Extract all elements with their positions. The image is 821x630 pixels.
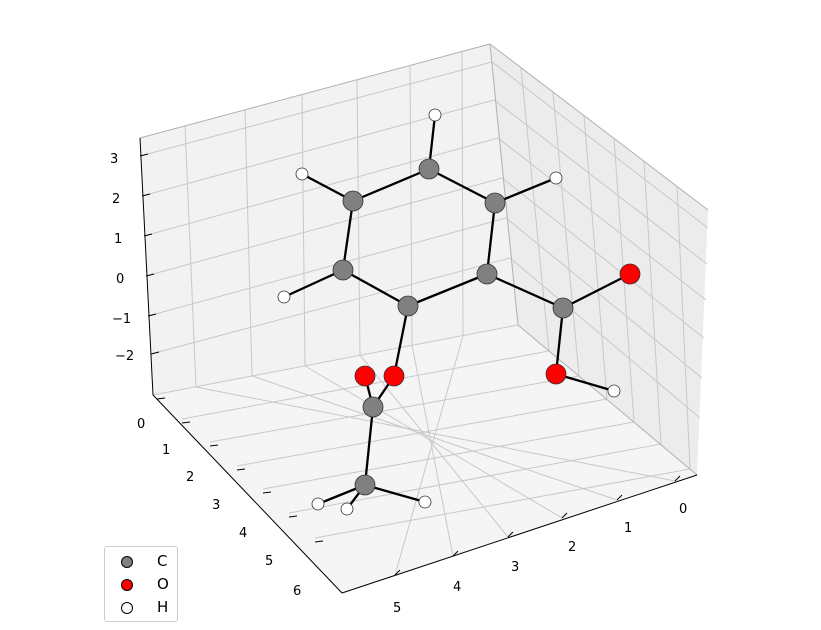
legend-label: H: [157, 598, 169, 616]
hydrogen-atom: [340, 502, 354, 516]
z-tick-label: 2: [112, 192, 120, 207]
oxygen-atom: [619, 263, 641, 285]
hydrogen-atom: [277, 290, 291, 304]
x-tick-label: 1: [624, 521, 632, 536]
hydrogen-atom: [428, 108, 442, 122]
axis-lines: [139, 137, 698, 594]
legend-label: C: [157, 552, 168, 570]
z-tick-label: 0: [116, 272, 124, 287]
legend-item-hydrogen: H: [105, 597, 177, 619]
oxygen-marker-icon: [121, 579, 133, 591]
bond: [392, 304, 410, 378]
y-tick-label: 3: [212, 498, 220, 513]
carbon-atom: [397, 295, 419, 317]
y-tick-label: 4: [239, 526, 247, 541]
carbon-atom: [484, 192, 506, 214]
x-tick-label: 4: [453, 580, 461, 595]
z-tick-label: −1: [112, 312, 131, 327]
carbon-atom: [476, 263, 498, 285]
oxygen-atom: [383, 365, 405, 387]
bond: [341, 199, 355, 272]
x-tick-label: 5: [393, 601, 401, 616]
hydrogen-atom: [311, 497, 325, 511]
hydrogen-atom: [607, 384, 621, 398]
carbon-atom: [332, 259, 354, 281]
z-tick-label: −2: [115, 349, 134, 364]
bond: [485, 201, 497, 276]
x-tick-label: 3: [511, 560, 519, 575]
grid-lines: [139, 51, 709, 576]
oxygen-atom: [354, 365, 376, 387]
z-tick-labels: 3 2 1 0 −1 −2: [110, 152, 134, 364]
bond: [363, 405, 375, 487]
y-tick-labels: 0 1 2 3 4 5 6: [137, 417, 301, 599]
hydrogen-atom: [418, 495, 432, 509]
bond: [282, 268, 345, 299]
carbon-atom: [362, 396, 384, 418]
bond: [554, 306, 565, 376]
carbon-atom: [418, 158, 440, 180]
x-tick-labels: 0 1 2 3 4 5: [393, 502, 687, 616]
atoms: [277, 108, 641, 516]
x-tick-label: 0: [679, 502, 687, 517]
bond: [341, 268, 410, 308]
y-tick-label: 6: [293, 584, 301, 599]
carbon-marker-icon: [121, 556, 133, 568]
y-tick-label: 2: [186, 470, 194, 485]
x-tick-label: 2: [568, 540, 576, 555]
hydrogen-atom: [549, 171, 563, 185]
z-tick-label: 1: [114, 232, 122, 247]
back-left-pane: [140, 44, 518, 395]
bond: [427, 167, 497, 205]
y-tick-label: 5: [265, 554, 273, 569]
hydrogen-atom: [295, 167, 309, 181]
z-tick-label: 3: [110, 152, 118, 167]
carbon-atom: [342, 190, 364, 212]
legend-item-oxygen: O: [105, 574, 177, 596]
legend-label: O: [157, 575, 169, 593]
carbon-atom: [552, 297, 574, 319]
back-right-pane: [490, 44, 708, 475]
bond: [493, 176, 558, 205]
pane-edges: [139, 43, 709, 476]
carbon-atom: [354, 474, 376, 496]
legend-item-carbon: C: [105, 551, 177, 573]
bond: [406, 272, 489, 308]
y-tick-label: 1: [162, 443, 170, 458]
bond: [561, 272, 632, 310]
hydrogen-marker-icon: [121, 602, 133, 614]
y-tick-label: 0: [137, 417, 145, 432]
legend: C O H: [104, 546, 178, 622]
bond: [485, 272, 565, 310]
oxygen-atom: [545, 363, 567, 385]
floor-pane: [153, 325, 697, 593]
bond: [351, 167, 431, 203]
